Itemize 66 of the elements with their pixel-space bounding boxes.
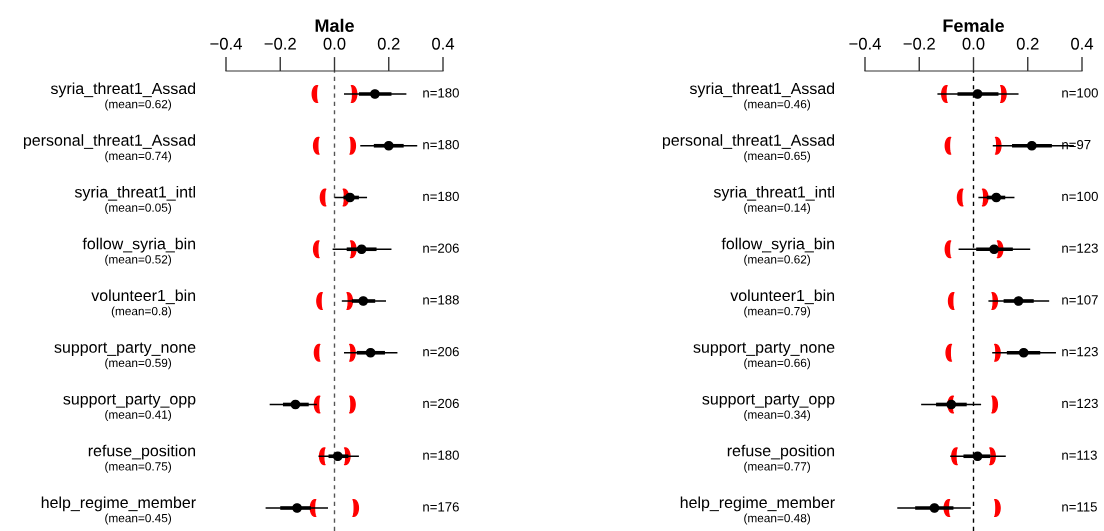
category-label: syria_threat1_intl xyxy=(74,185,195,201)
annotation: n=123 xyxy=(1062,398,1098,409)
text: (mean=0.77) xyxy=(744,461,811,473)
annotation: n=206 xyxy=(423,243,459,253)
annotation: n=113 xyxy=(1062,450,1097,460)
text: (mean=0.74) xyxy=(105,151,172,163)
category-label: support_party_opp xyxy=(702,394,835,408)
text: (mean=0.41) xyxy=(105,410,172,422)
text: (mean=0.59) xyxy=(105,358,172,370)
x-tick-label: 0.0 xyxy=(323,37,346,50)
annotation: n=176 xyxy=(423,502,459,512)
text: (mean=0.65) xyxy=(744,151,811,163)
annotation: n=107 xyxy=(1062,295,1098,305)
category-label: refuse_position xyxy=(727,444,835,460)
annotation: n=180 xyxy=(423,88,459,98)
text: (mean=0.48) xyxy=(744,513,811,525)
category-label: support_party_opp xyxy=(63,394,196,408)
x-tick-label: 0.4 xyxy=(1071,37,1094,50)
annotation: n=180 xyxy=(423,191,459,202)
annotation: n=188 xyxy=(423,295,459,305)
category-label: volunteer1_bin xyxy=(730,289,835,305)
text: (mean=0.45) xyxy=(105,513,172,525)
category-label: syria_threat1_Assad xyxy=(689,82,835,98)
text: (mean=0.75) xyxy=(105,461,172,473)
category-label: volunteer1_bin xyxy=(91,289,196,305)
annotation: n=115 xyxy=(1062,502,1097,512)
category-label: personal_threat1_Assad xyxy=(23,134,196,150)
annotation: n=123 xyxy=(1062,346,1098,357)
text: (mean=0.66) xyxy=(744,358,811,370)
category-label: syria_threat1_Assad xyxy=(50,82,196,98)
text: (mean=0.05) xyxy=(105,203,172,215)
category-label: personal_threat1_Assad xyxy=(662,134,835,150)
category-label: refuse_position xyxy=(88,444,196,460)
x-tick-label: −0.2 xyxy=(903,37,935,50)
chart-title: Female xyxy=(943,18,1004,33)
annotation: n=180 xyxy=(423,450,459,460)
text: (mean=0.52) xyxy=(105,254,172,266)
annotation: n=97 xyxy=(1062,139,1091,150)
annotation: n=180 xyxy=(423,139,459,150)
text: (mean=0.34) xyxy=(744,410,811,422)
text: (mean=0.62) xyxy=(744,254,811,266)
text: (mean=0.46) xyxy=(744,99,811,111)
x-tick-label: 0.2 xyxy=(1016,37,1039,50)
category-label: help_regime_member xyxy=(41,496,196,512)
category-label: syria_threat1_intl xyxy=(713,185,834,201)
x-tick-label: −0.4 xyxy=(210,37,242,50)
chart-title: Male xyxy=(315,18,354,33)
text: (mean=0.79) xyxy=(744,306,811,318)
category-label: help_regime_member xyxy=(680,496,835,512)
x-tick-label: 0.2 xyxy=(377,37,400,50)
x-tick-label: 0.0 xyxy=(962,37,985,50)
annotation: n=206 xyxy=(423,398,459,409)
text: (mean=0.8) xyxy=(111,306,172,318)
category-label: support_party_none xyxy=(54,342,196,357)
annotation: n=100 xyxy=(1062,191,1098,202)
x-tick-label: −0.2 xyxy=(264,37,296,50)
x-tick-label: 0.4 xyxy=(432,37,455,50)
x-tick-label: −0.4 xyxy=(849,37,881,50)
text: (mean=0.14) xyxy=(744,203,811,215)
text: (mean=0.62) xyxy=(105,99,172,111)
category-label: support_party_none xyxy=(693,342,835,357)
annotation: n=206 xyxy=(423,346,459,357)
annotation: n=123 xyxy=(1062,243,1098,253)
annotation: n=100 xyxy=(1062,88,1098,98)
category-label: follow_syria_bin xyxy=(721,237,835,253)
category-label: follow_syria_bin xyxy=(82,237,196,253)
